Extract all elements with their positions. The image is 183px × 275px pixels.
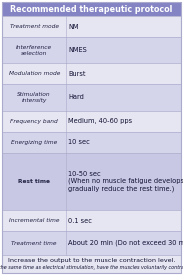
Bar [2,111,181,131]
Text: Treatment time: Treatment time [12,241,57,246]
Text: Increase the output to the muscle contraction level.: Increase the output to the muscle contra… [8,258,175,263]
Text: Interference
selection: Interference selection [16,45,52,56]
Text: Modulation mode: Modulation mode [9,71,60,76]
Text: At the same time as electrical stimulation, have the muscles voluntarily contrac: At the same time as electrical stimulati… [0,265,183,270]
Bar [2,255,181,273]
Text: Hard: Hard [68,94,84,100]
Bar [2,63,181,84]
Text: Energizing time: Energizing time [11,140,57,145]
Text: Rest time: Rest time [18,179,50,184]
Text: Medium, 40-60 pps: Medium, 40-60 pps [68,118,132,124]
Text: NMES: NMES [68,47,87,53]
Bar [2,210,181,231]
Bar [2,131,181,153]
Text: 0.1 sec: 0.1 sec [68,218,92,224]
Text: 10 sec: 10 sec [68,139,90,145]
Bar [2,37,181,63]
Text: About 20 min (Do not exceed 30 min): About 20 min (Do not exceed 30 min) [68,240,183,246]
Bar [2,84,181,111]
Text: Recommended therapeutic protocol: Recommended therapeutic protocol [10,4,173,13]
Text: Stimulation
intensity: Stimulation intensity [17,92,51,103]
Bar [2,2,181,16]
Text: Incremental time: Incremental time [9,218,59,223]
Bar [2,231,181,255]
Text: Treatment mode: Treatment mode [10,24,59,29]
Bar [2,16,181,37]
Bar [2,153,181,210]
Text: 10-50 sec
(When no muscle fatigue develops,
gradually reduce the rest time.): 10-50 sec (When no muscle fatigue develo… [68,171,183,192]
Text: Frequency band: Frequency band [10,119,58,123]
Text: Burst: Burst [68,71,86,77]
Text: NM: NM [68,23,79,29]
